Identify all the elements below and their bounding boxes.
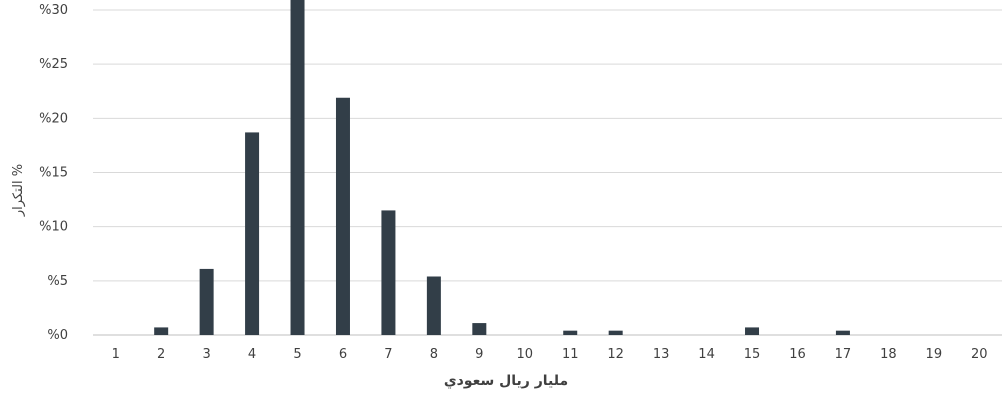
y-tick-label: %25: [39, 57, 68, 72]
bar: [291, 0, 305, 335]
bar: [836, 331, 850, 335]
x-tick-label: 7: [384, 347, 392, 362]
bar: [200, 269, 214, 335]
bar: [427, 277, 441, 336]
x-tick-label: 6: [339, 347, 347, 362]
bar: [381, 210, 395, 335]
x-tick-label: 15: [744, 347, 761, 362]
bar: [245, 132, 259, 335]
x-tick-label: 20: [971, 347, 988, 362]
x-tick-label: 16: [789, 347, 806, 362]
y-tick-label: %30: [39, 3, 68, 18]
x-tick-label: 17: [835, 347, 852, 362]
x-tick-label: 5: [293, 347, 301, 362]
x-tick-label: 10: [517, 347, 534, 362]
x-tick-label: 13: [653, 347, 670, 362]
bar: [609, 331, 623, 335]
gridlines: [93, 10, 1002, 335]
bars: [154, 0, 850, 335]
bar: [154, 327, 168, 335]
x-tick-label: 12: [607, 347, 624, 362]
y-tick-label: %15: [39, 166, 68, 181]
x-tick-labels: 1 2 3 4 5 6 7 8 9 10 11 12 13 14 15 16 17 18 19 20: [112, 347, 988, 362]
x-tick-label: 2: [157, 347, 165, 362]
x-tick-label: 1: [112, 347, 120, 362]
y-tick-label: %0: [47, 328, 68, 343]
x-tick-label: 11: [562, 347, 579, 362]
bar: [336, 98, 350, 335]
x-tick-label: 14: [698, 347, 715, 362]
x-axis-title: مليار ريال سعودي: [444, 373, 568, 390]
bar: [745, 327, 759, 335]
bar: [563, 331, 577, 335]
y-tick-label: %5: [47, 274, 68, 289]
x-tick-label: 4: [248, 347, 256, 362]
y-tick-labels: %0 %5 %10 %15 %20 %25 %30: [39, 3, 68, 343]
x-tick-label: 18: [880, 347, 897, 362]
y-tick-label: %20: [39, 111, 68, 126]
y-tick-label: %10: [39, 220, 68, 235]
y-axis-title: التكرار %: [11, 164, 26, 217]
x-tick-label: 19: [926, 347, 943, 362]
bar: [472, 323, 486, 335]
x-tick-label: 8: [430, 347, 438, 362]
x-tick-label: 3: [202, 347, 210, 362]
x-tick-label: 9: [475, 347, 483, 362]
